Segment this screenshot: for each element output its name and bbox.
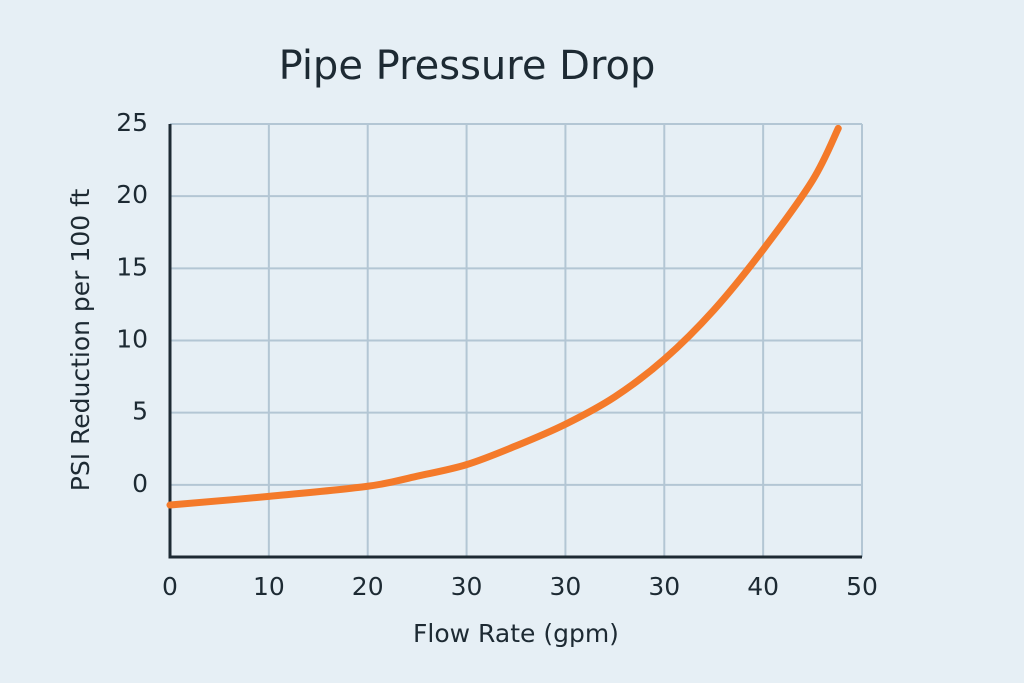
x-tick-label: 20 — [352, 572, 384, 601]
x-tick-label: 40 — [747, 572, 779, 601]
y-tick-label: 20 — [116, 180, 148, 209]
y-tick-label: 5 — [132, 397, 148, 426]
x-tick-label: 10 — [253, 572, 285, 601]
curve — [166, 124, 842, 509]
chart-title: Pipe Pressure Drop — [279, 43, 656, 89]
x-axis-label: Flow Rate (gpm) — [413, 619, 619, 648]
y-tick-label: 15 — [116, 252, 148, 281]
x-tick-label: 30 — [550, 572, 582, 601]
y-tick-label: 25 — [116, 108, 148, 137]
y-axis-label: PSI Reduction per 100 ft — [66, 189, 95, 492]
x-tick-label: 30 — [648, 572, 680, 601]
x-tick-label: 0 — [162, 572, 178, 601]
y-tick-label: 10 — [116, 325, 148, 354]
y-tick-label: 0 — [132, 469, 148, 498]
x-tick-label: 30 — [451, 572, 483, 601]
x-tick-label: 50 — [846, 572, 878, 601]
